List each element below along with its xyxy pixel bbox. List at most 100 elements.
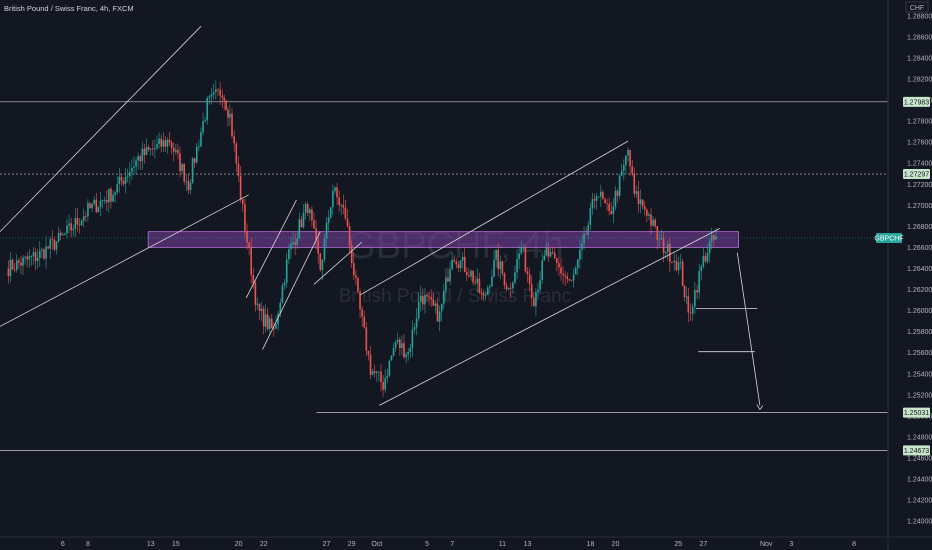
bull-candle — [419, 285, 422, 312]
candle-body — [438, 311, 441, 322]
candle-body — [526, 271, 529, 275]
ascending-channel-upper[interactable] — [360, 140, 629, 296]
bull-candle — [417, 291, 420, 322]
bear-candle — [646, 208, 648, 222]
bull-candle — [459, 260, 462, 273]
candle-body — [713, 235, 715, 240]
bear-candle — [566, 272, 569, 284]
bear-candle — [315, 219, 317, 250]
rising-wedge-line-2[interactable] — [262, 231, 321, 350]
bull-candle — [486, 285, 489, 295]
candle-body — [547, 248, 550, 257]
channel-upper-trendline[interactable] — [0, 26, 202, 232]
candle-body — [288, 249, 290, 260]
time-tick-label: 29 — [348, 541, 356, 548]
bull-candle — [549, 247, 552, 259]
bear-candle — [482, 289, 485, 301]
rising-wedge-line-3[interactable] — [313, 241, 362, 285]
candle-body — [131, 167, 133, 172]
candle-body — [164, 140, 167, 147]
candle-body — [558, 263, 560, 268]
bull-candle — [229, 104, 231, 126]
bull-candle — [440, 303, 443, 322]
candle-body — [685, 296, 688, 298]
bear-candle — [560, 258, 562, 281]
bear-candle — [457, 261, 460, 273]
candle-body — [413, 327, 416, 330]
bear-candle — [193, 157, 196, 168]
bull-candle — [648, 211, 650, 221]
bear-candle — [95, 193, 98, 214]
bear-candle — [160, 134, 162, 153]
bear-candle — [641, 199, 644, 210]
candle-body — [401, 343, 403, 349]
candle-body — [152, 148, 154, 150]
candle-body — [47, 246, 49, 249]
bear-candle — [608, 197, 610, 216]
bear-candle — [105, 190, 108, 211]
candle-body — [221, 95, 224, 98]
projection-arrow-line[interactable] — [736, 252, 761, 406]
candle-body — [627, 149, 629, 156]
candle-body — [566, 276, 569, 280]
bear-candle — [399, 337, 401, 356]
bear-candle — [350, 240, 353, 268]
candle-body — [317, 239, 319, 254]
candle-body — [352, 263, 355, 276]
bear-candle — [568, 278, 571, 282]
candle-body — [264, 314, 267, 327]
bull-candle — [9, 252, 12, 283]
bear-candle — [562, 265, 564, 285]
candle-body — [677, 262, 680, 271]
candle-body — [497, 249, 500, 270]
bull-candle — [22, 254, 24, 276]
bear-candle — [306, 201, 309, 216]
candle-body — [683, 285, 686, 298]
candle-body — [321, 259, 324, 270]
candle-body — [175, 149, 177, 152]
candle-body — [610, 211, 613, 215]
bull-candle — [386, 368, 389, 384]
bear-candle — [239, 165, 242, 203]
candle-body — [311, 209, 313, 221]
bear-candle — [558, 257, 560, 276]
candle-body — [217, 89, 219, 91]
channel-lower-trendline[interactable] — [0, 194, 249, 327]
bull-candle — [627, 147, 629, 162]
price-tick-label: 1.25200 — [907, 392, 932, 399]
candle-body — [409, 348, 412, 353]
bull-candle — [518, 245, 520, 269]
bear-candle — [610, 202, 613, 215]
bull-candle — [158, 132, 160, 149]
bull-candle — [677, 256, 680, 275]
candle-body — [664, 252, 667, 254]
rising-wedge-line-1[interactable] — [245, 199, 297, 299]
candle-body — [442, 291, 445, 304]
candle-body — [369, 354, 372, 375]
bull-candle — [277, 310, 279, 331]
bear-candle — [262, 305, 265, 335]
candle-body — [336, 187, 338, 198]
resistance-zone[interactable] — [147, 231, 739, 248]
bull-candle — [493, 249, 495, 278]
bull-candle — [49, 236, 52, 259]
candle-body — [581, 243, 583, 250]
bear-candle — [604, 196, 606, 204]
bull-candle — [137, 152, 139, 170]
bear-candle — [556, 257, 558, 272]
bear-candle — [78, 218, 81, 234]
candle-body — [122, 180, 125, 184]
candle-body — [208, 96, 211, 99]
price-tick-label: 1.25800 — [907, 329, 932, 336]
candle-body — [302, 212, 305, 228]
candle-body — [681, 261, 684, 286]
time-tick-label: 18 — [586, 541, 594, 548]
bear-candle — [365, 322, 368, 357]
candle-body — [193, 158, 196, 163]
ascending-channel-lower[interactable] — [379, 228, 720, 406]
bull-candle — [388, 360, 391, 378]
bear-candle — [530, 275, 533, 307]
price-axis[interactable] — [888, 0, 932, 550]
